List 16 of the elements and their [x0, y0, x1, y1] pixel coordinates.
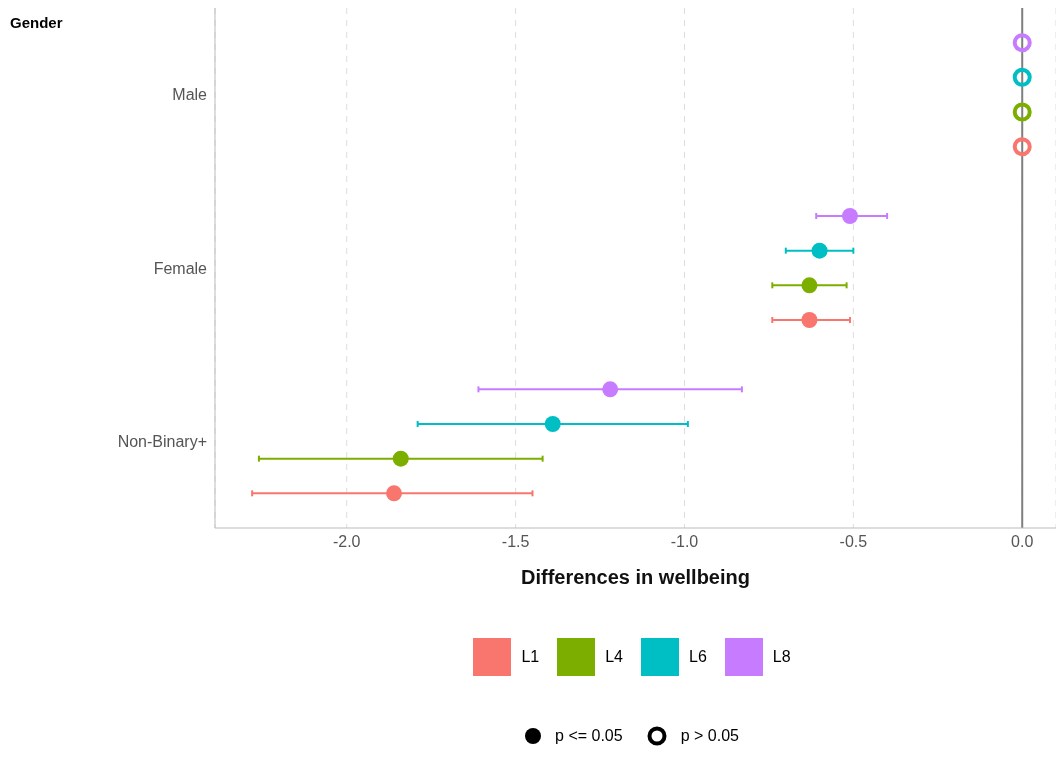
- x-tick-label: 0.0: [1011, 533, 1034, 551]
- text: p > 0.05: [680, 727, 739, 745]
- x-tick-label: -1.0: [670, 533, 699, 551]
- y-tick-label: Male: [172, 86, 208, 104]
- x-tick-label: -2.0: [332, 533, 361, 551]
- legend-label: L6: [689, 648, 707, 666]
- x-tick-label: -0.5: [839, 533, 868, 551]
- y-axis-title: Gender: [10, 14, 63, 31]
- y-tick-label: Non-Binary+: [117, 433, 207, 451]
- legend-label: L8: [772, 648, 791, 666]
- x-axis-title: Differences in wellbeing: [521, 566, 750, 588]
- legend-label: L4: [605, 648, 623, 666]
- x-tick-label: -1.5: [501, 533, 530, 551]
- text: p <= 0.05: [555, 727, 623, 745]
- legend-label: L1: [521, 648, 540, 666]
- y-tick-label: Female: [153, 259, 208, 277]
